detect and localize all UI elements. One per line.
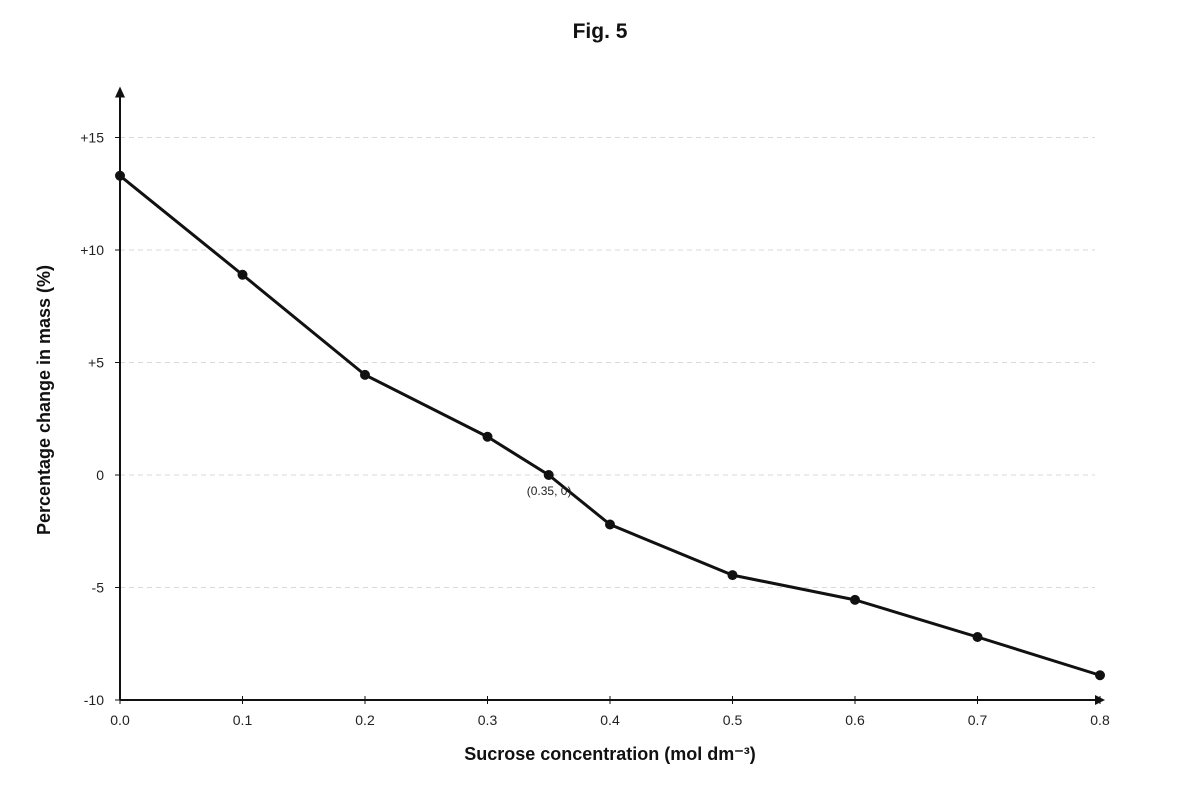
y-tick-label: -5 bbox=[92, 580, 105, 596]
data-point bbox=[727, 570, 738, 581]
series-line bbox=[118, 174, 1102, 677]
x-tick-label: 0.3 bbox=[478, 712, 498, 728]
annotations: (0.35, 0) bbox=[527, 484, 572, 498]
y-axis-arrowhead bbox=[115, 86, 125, 98]
chart-title: Fig. 5 bbox=[572, 20, 628, 43]
y-tick-label: +5 bbox=[88, 355, 104, 371]
gridlines bbox=[120, 137, 1095, 588]
intercept-annotation: (0.35, 0) bbox=[527, 484, 572, 498]
y-tick-label: +15 bbox=[80, 130, 104, 146]
x-tick-label: 0.6 bbox=[845, 712, 865, 728]
data-point bbox=[543, 470, 554, 480]
axis-ticks: 0.0 0.1 0.2 0.3 0.4 0.5 0.6 0.7 0.8 +15 +10 +5 0 -5 -1… bbox=[80, 130, 1110, 729]
x-tick-label: 0.4 bbox=[600, 712, 620, 728]
data-point bbox=[850, 594, 860, 605]
data-point bbox=[482, 431, 493, 442]
data-point bbox=[605, 519, 615, 530]
data-point bbox=[1095, 670, 1105, 681]
axes bbox=[115, 86, 1105, 705]
x-tick-label: 0.2 bbox=[355, 712, 375, 728]
y-tick-label: +10 bbox=[80, 242, 104, 258]
y-tick-label: -10 bbox=[84, 692, 104, 708]
data-series bbox=[115, 170, 1105, 681]
data-point bbox=[360, 369, 370, 380]
x-tick-label: 0.5 bbox=[723, 712, 743, 728]
x-tick-label: 0.1 bbox=[233, 712, 253, 728]
x-tick-label: 0.8 bbox=[1090, 712, 1110, 728]
data-point bbox=[972, 632, 983, 642]
y-axis-title: Percentage change in mass (%) bbox=[34, 265, 54, 535]
y-tick-label: 0 bbox=[96, 467, 104, 483]
x-tick-label: 0.0 bbox=[110, 712, 130, 728]
data-point bbox=[237, 269, 248, 280]
x-tick-label: 0.7 bbox=[968, 712, 988, 728]
x-axis-title: Sucrose concentration (mol dm⁻³) bbox=[464, 744, 756, 764]
data-point bbox=[115, 170, 125, 181]
